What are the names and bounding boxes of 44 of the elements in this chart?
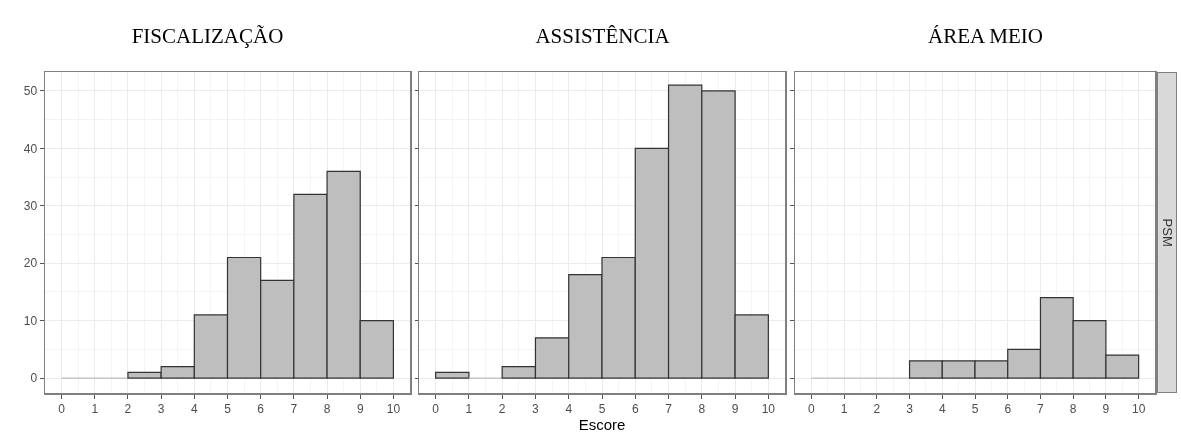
x-tick-label: 8 — [698, 401, 706, 416]
x-tick-label: 7 — [665, 401, 673, 416]
chart-title: ÁREA MEIO — [928, 24, 1043, 49]
x-tick-label: 4 — [190, 401, 198, 416]
x-tick-label: 1 — [465, 401, 473, 416]
x-tick-label: 7 — [290, 401, 298, 416]
x-tick-label: 2 — [873, 401, 881, 416]
chart-title: FISCALIZAÇÃO — [131, 24, 284, 49]
x-axis-title: Escore — [578, 415, 626, 433]
x-tick-label: 3 — [906, 401, 914, 416]
x-tick-label: 2 — [498, 401, 506, 416]
x-tick-label: 5 — [971, 401, 979, 416]
x-tick-label: 0 — [432, 401, 440, 416]
x-tick-label: 6 — [257, 401, 265, 416]
x-tick-label: 0 — [58, 401, 66, 416]
x-tick-label: 10 — [1131, 401, 1146, 416]
x-tick-label: 9 — [731, 401, 739, 416]
chart-title: ASSISTÊNCIA — [535, 24, 671, 49]
x-tick-label: 9 — [1102, 401, 1110, 416]
y-tick-label: 20 — [23, 256, 38, 271]
x-tick-label: 1 — [840, 401, 848, 416]
x-tick-label: 8 — [1069, 401, 1077, 416]
y-tick-label: 50 — [23, 84, 38, 99]
x-tick-label: 6 — [631, 401, 639, 416]
x-tick-label: 2 — [124, 401, 132, 416]
x-tick-label: 8 — [323, 401, 331, 416]
x-tick-label: 3 — [532, 401, 540, 416]
x-tick-label: 9 — [356, 401, 364, 416]
x-tick-label: 10 — [761, 401, 776, 416]
x-tick-label: 3 — [157, 401, 165, 416]
x-tick-label: 4 — [938, 401, 946, 416]
x-tick-label: 6 — [1004, 401, 1012, 416]
x-tick-label: 1 — [91, 401, 99, 416]
y-tick-label: 10 — [23, 313, 38, 328]
y-tick-label: 30 — [23, 199, 38, 213]
x-tick-label: 7 — [1037, 401, 1045, 416]
x-tick-label: 5 — [598, 401, 606, 416]
text: PSM — [1160, 218, 1176, 247]
x-tick-label: 5 — [224, 401, 232, 416]
y-tick-label: 0 — [30, 371, 38, 386]
y-tick-label: 40 — [23, 141, 38, 156]
x-tick-label: 0 — [808, 401, 816, 416]
x-tick-label: 4 — [565, 401, 573, 416]
x-tick-label: 10 — [386, 401, 401, 416]
